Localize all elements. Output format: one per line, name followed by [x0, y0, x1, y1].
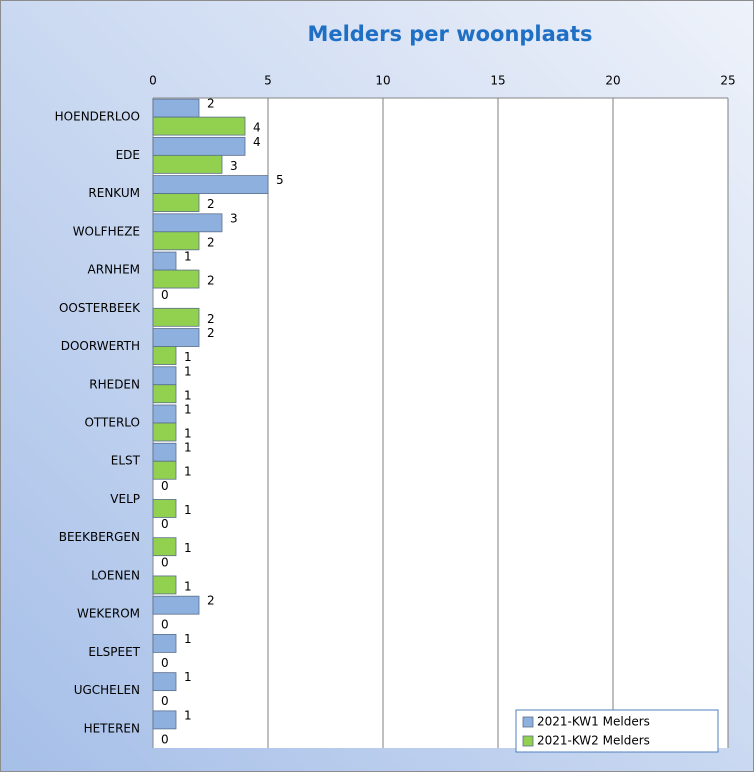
value-label: 2 — [207, 235, 215, 249]
x-tick-label: 20 — [605, 74, 620, 88]
chart-title: Melders per woonplaats — [307, 22, 592, 46]
value-label: 1 — [184, 441, 192, 455]
value-label: 2 — [207, 326, 215, 340]
value-label: 1 — [184, 364, 192, 378]
bar — [152, 595, 200, 615]
value-label: 2 — [207, 312, 215, 326]
bar — [152, 672, 177, 692]
bar — [152, 175, 269, 194]
value-label: 0 — [161, 288, 169, 302]
value-label: 0 — [161, 694, 169, 708]
bar — [152, 307, 200, 327]
bar — [152, 460, 177, 480]
value-label: 1 — [184, 541, 192, 555]
value-label: 2 — [207, 97, 215, 111]
y-tick-label: VELP — [110, 492, 140, 506]
legend-swatch — [522, 735, 534, 747]
legend-label: 2021-KW1 Melders — [537, 715, 650, 729]
y-tick-label: WEKEROM — [77, 607, 140, 621]
value-label: 4 — [253, 135, 261, 149]
value-label: 1 — [184, 632, 192, 646]
value-label: 0 — [161, 555, 169, 569]
bar — [152, 213, 223, 233]
value-label: 1 — [184, 670, 192, 684]
value-label: 1 — [184, 403, 192, 417]
bar — [152, 442, 177, 462]
y-tick-label: DOORWERTH — [61, 339, 140, 353]
bar — [152, 366, 177, 386]
bar — [152, 422, 177, 442]
value-label: 0 — [161, 618, 169, 632]
value-label: 1 — [184, 708, 192, 722]
bar — [152, 269, 200, 289]
value-label: 0 — [161, 517, 169, 531]
y-tick-label: OTTERLO — [84, 416, 140, 430]
value-label: 1 — [184, 427, 192, 441]
value-label: 2 — [207, 594, 215, 608]
x-tick-label: 25 — [720, 74, 735, 88]
y-tick-label: EDE — [116, 148, 140, 162]
bar — [152, 98, 200, 118]
y-tick-label: WOLFHEZE — [73, 224, 140, 238]
bar — [152, 328, 200, 347]
legend-swatch — [522, 716, 534, 728]
y-tick-label: ELSPEET — [88, 645, 140, 659]
bar — [152, 634, 177, 653]
value-label: 0 — [161, 479, 169, 493]
value-label: 3 — [230, 159, 238, 173]
bar — [152, 231, 200, 251]
x-tick-label: 10 — [375, 74, 390, 88]
y-tick-label: UGCHELEN — [74, 683, 140, 697]
bar — [152, 499, 177, 518]
value-label: 1 — [184, 250, 192, 264]
y-tick-label: LOENEN — [91, 568, 140, 582]
bar — [152, 710, 177, 730]
y-tick-label: RENKUM — [88, 186, 140, 200]
value-label: 1 — [184, 350, 192, 364]
y-tick-label: RHEDEN — [89, 377, 140, 391]
legend-box — [515, 709, 719, 753]
bar — [152, 136, 246, 156]
y-tick-label: OOSTERBEEK — [59, 301, 141, 315]
bar — [152, 404, 177, 424]
bar — [152, 251, 177, 271]
value-label: 0 — [161, 732, 169, 746]
value-label: 1 — [184, 503, 192, 517]
bar — [152, 384, 177, 404]
value-label: 5 — [276, 173, 284, 187]
x-tick-label: 5 — [264, 74, 272, 88]
bar — [152, 537, 177, 557]
bar — [152, 346, 177, 365]
value-label: 1 — [184, 465, 192, 479]
x-tick-label: 0 — [149, 74, 157, 88]
y-tick-label: HOENDERLOO — [55, 110, 140, 124]
value-label: 3 — [230, 211, 238, 225]
x-tick-label: 15 — [490, 74, 505, 88]
legend-label: 2021-KW2 Melders — [537, 734, 650, 748]
value-label: 2 — [207, 274, 215, 288]
value-label: 1 — [184, 579, 192, 593]
bar — [152, 116, 246, 136]
value-label: 0 — [161, 656, 169, 670]
bar — [152, 575, 177, 595]
value-label: 4 — [253, 121, 261, 135]
value-label: 2 — [207, 197, 215, 211]
y-tick-label: BEEKBERGEN — [59, 530, 140, 544]
bar — [152, 193, 200, 212]
y-tick-label: HETEREN — [84, 721, 140, 735]
plot-area — [153, 98, 728, 748]
y-tick-label: ARNHEM — [88, 263, 140, 277]
value-label: 1 — [184, 388, 192, 402]
bar — [152, 154, 223, 174]
y-tick-label: ELST — [111, 454, 141, 468]
